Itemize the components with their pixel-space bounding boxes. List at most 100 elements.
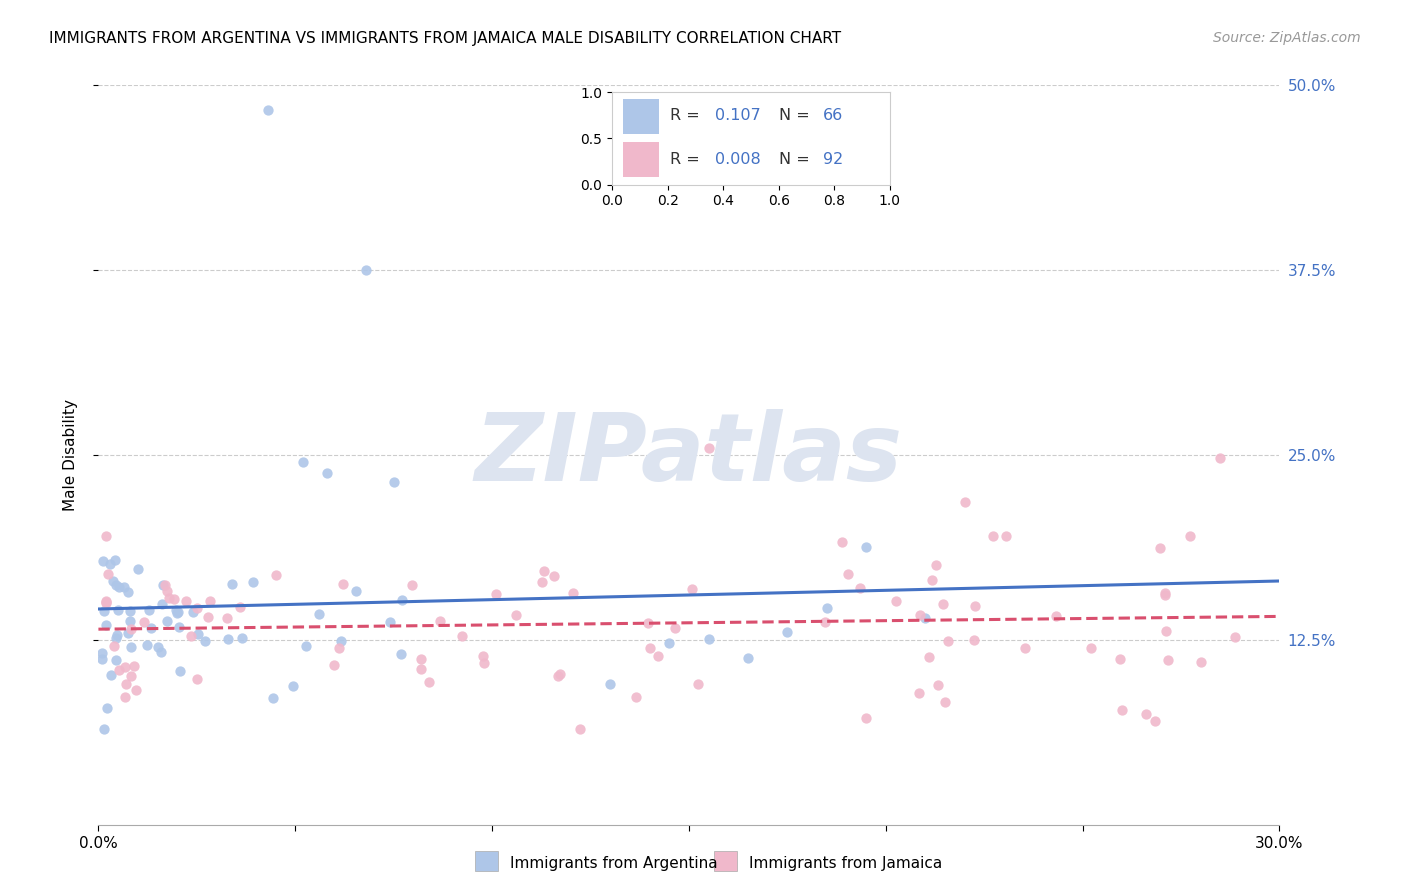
Point <box>934 695 956 709</box>
Point <box>624 690 647 705</box>
Point <box>114 690 136 704</box>
Point <box>647 649 669 664</box>
Text: 0.107: 0.107 <box>714 108 761 123</box>
Point <box>1109 651 1132 665</box>
Point <box>138 603 160 617</box>
Point <box>152 578 174 592</box>
Point <box>907 686 929 700</box>
Point <box>429 615 451 629</box>
Point <box>914 611 936 625</box>
Point <box>157 591 180 606</box>
Point <box>328 640 350 655</box>
Text: R =: R = <box>671 153 706 167</box>
Point <box>884 594 907 608</box>
Text: IMMIGRANTS FROM ARGENTINA VS IMMIGRANTS FROM JAMAICA MALE DISABILITY CORRELATION: IMMIGRANTS FROM ARGENTINA VS IMMIGRANTS … <box>49 31 841 46</box>
Point <box>105 628 128 642</box>
FancyBboxPatch shape <box>623 142 659 178</box>
Point <box>97 566 120 581</box>
Point <box>485 587 508 601</box>
Point <box>104 553 127 567</box>
Point <box>547 669 569 683</box>
Point <box>938 634 960 648</box>
Point <box>96 595 118 609</box>
Text: ZIPatlas: ZIPatlas <box>475 409 903 501</box>
Point <box>1153 588 1175 602</box>
Point <box>658 635 681 649</box>
Point <box>831 534 853 549</box>
Point <box>953 495 976 509</box>
Point <box>837 566 859 581</box>
Point <box>96 700 118 714</box>
Point <box>472 656 495 670</box>
Point <box>127 562 149 576</box>
Point <box>186 601 208 615</box>
Text: 92: 92 <box>823 153 844 167</box>
Point <box>409 652 432 666</box>
Point <box>380 615 402 629</box>
Point <box>91 554 114 568</box>
Point <box>169 620 191 634</box>
Point <box>156 614 179 628</box>
Text: Source: ZipAtlas.com: Source: ZipAtlas.com <box>1213 31 1361 45</box>
Point <box>117 626 139 640</box>
Point <box>96 529 118 543</box>
Point <box>149 645 172 659</box>
Point <box>136 638 159 652</box>
Point <box>96 594 118 608</box>
Point <box>187 627 209 641</box>
Point <box>103 640 125 654</box>
Text: R =: R = <box>671 108 706 123</box>
Point <box>1144 714 1167 728</box>
Point <box>96 596 118 610</box>
Point <box>117 584 139 599</box>
Text: Immigrants from Argentina: Immigrants from Argentina <box>510 856 718 871</box>
Text: 66: 66 <box>823 108 844 123</box>
Point <box>167 605 190 619</box>
Point <box>505 608 527 623</box>
Point <box>96 618 118 632</box>
Point <box>308 607 330 622</box>
Point <box>93 604 115 618</box>
Point <box>344 584 367 599</box>
Point <box>322 658 344 673</box>
Point <box>681 582 703 597</box>
Text: Immigrants from Jamaica: Immigrants from Jamaica <box>749 856 942 871</box>
Point <box>995 529 1018 543</box>
FancyBboxPatch shape <box>623 99 659 134</box>
Point <box>1014 641 1036 656</box>
Point <box>418 675 440 690</box>
Point <box>849 582 872 596</box>
Y-axis label: Male Disability: Male Disability <box>63 399 77 511</box>
Point <box>1154 624 1177 638</box>
Point <box>112 580 135 594</box>
Point <box>295 639 318 653</box>
Point <box>93 722 115 736</box>
Point <box>815 601 838 615</box>
Point <box>156 584 179 599</box>
Point <box>120 669 142 683</box>
Point <box>118 615 141 629</box>
Point <box>917 649 939 664</box>
Text: 0.008: 0.008 <box>714 153 761 167</box>
Point <box>354 263 377 277</box>
Point <box>262 691 284 706</box>
Point <box>332 577 354 591</box>
Point <box>120 640 142 655</box>
Point <box>776 624 799 639</box>
Point <box>1080 640 1102 655</box>
Point <box>132 615 155 630</box>
Point <box>91 651 114 665</box>
Point <box>104 653 127 667</box>
Point <box>450 629 472 643</box>
Point <box>411 662 433 676</box>
Point <box>638 641 661 656</box>
Point <box>1045 609 1067 624</box>
Point <box>963 599 986 613</box>
Point <box>569 722 592 736</box>
Point <box>382 475 405 489</box>
Point <box>543 569 565 583</box>
Point <box>107 663 129 677</box>
Point <box>114 660 136 674</box>
Point <box>176 594 198 608</box>
Point <box>231 631 253 645</box>
